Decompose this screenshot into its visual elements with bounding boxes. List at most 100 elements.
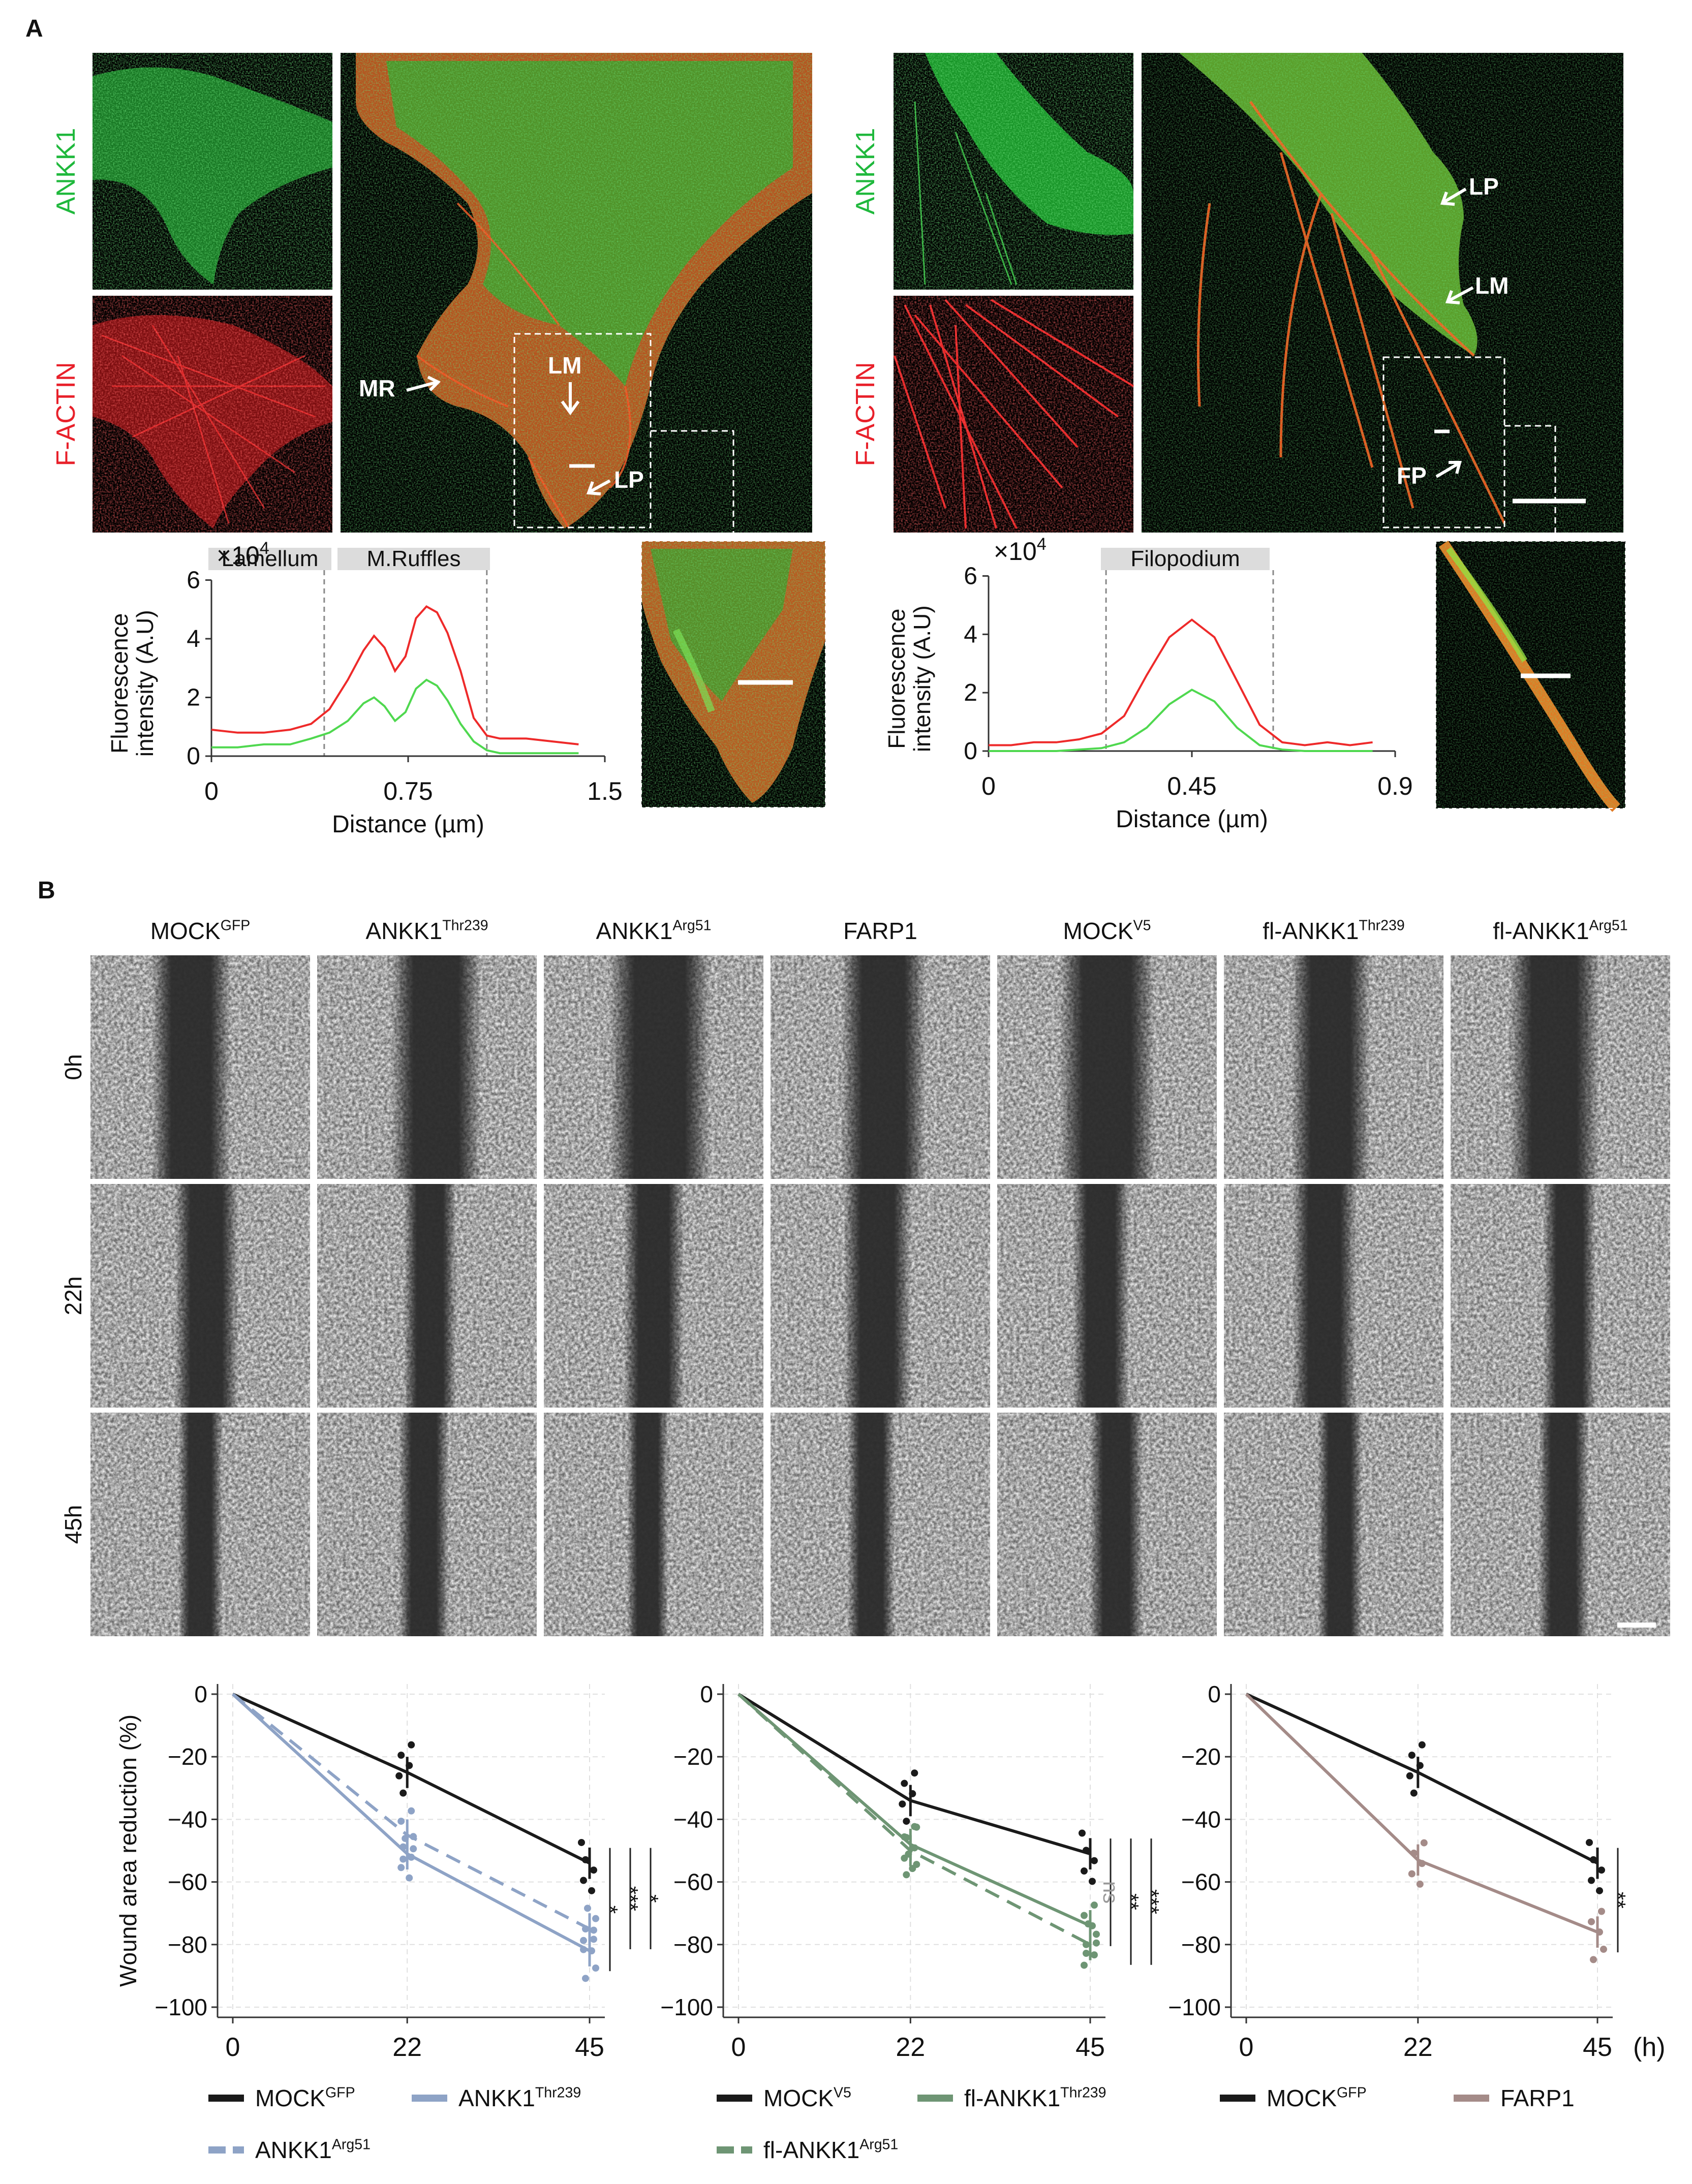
data-point — [1410, 1849, 1418, 1857]
wound-gap — [1059, 955, 1155, 1179]
data-point — [903, 1818, 910, 1825]
data-point — [580, 1946, 587, 1953]
y-tick-label: 2 — [964, 679, 977, 706]
left-inset-image — [641, 541, 825, 807]
significance-label: ** — [1606, 1892, 1630, 1909]
data-point — [582, 1856, 589, 1863]
region-box-filopodium — [1101, 548, 1270, 570]
wound-gap — [174, 1184, 238, 1408]
right-ankk1-label: ANKK1 — [851, 128, 880, 215]
y-tick-label: −40 — [673, 1806, 713, 1832]
right-factin-image — [894, 296, 1134, 533]
y-tick-label: 4 — [964, 621, 977, 648]
data-point — [1408, 1752, 1416, 1759]
column-header: FARP1 — [843, 918, 917, 944]
data-point — [580, 1877, 587, 1884]
x-tick-label: 0 — [981, 772, 996, 800]
series-line — [211, 678, 579, 755]
data-point — [1598, 1908, 1605, 1915]
y-tick-label: −100 — [1168, 1994, 1221, 2020]
data-point — [1091, 1951, 1098, 1959]
data-point — [582, 1975, 589, 1982]
data-point — [1600, 1946, 1607, 1953]
data-point — [582, 1925, 589, 1932]
chart-profile-right: 0 2 4 6 0 0.45 0.9 ×104 Distance (µm) Fluorescenc… — [883, 535, 1413, 833]
significance-label: *** — [1140, 1889, 1163, 1914]
x-axis-label: Distance (µm) — [332, 811, 484, 838]
data-point — [911, 1844, 918, 1852]
data-point — [909, 1790, 916, 1797]
series-line — [1245, 1693, 1598, 1933]
arrow-icon — [586, 479, 611, 495]
left-factin-label: F-ACTIN — [51, 362, 81, 466]
data-point — [408, 1741, 415, 1749]
y-tick-label: −80 — [168, 1931, 207, 1958]
left-merged-image — [341, 53, 812, 533]
left-annot-lm: LM — [548, 352, 581, 379]
x-tick-label: 1.5 — [587, 777, 623, 805]
left-annot-lp: LP — [614, 466, 644, 493]
wound-gap — [1317, 1413, 1362, 1636]
data-point — [1093, 1930, 1100, 1938]
wound-gap — [1090, 1413, 1143, 1636]
data-point — [1598, 1866, 1605, 1874]
wound-gap — [1539, 1413, 1588, 1636]
chart-profile-left: 0 2 4 6 0 0.75 1.5 ×104 Distance (µm) Fluorescenc… — [106, 539, 623, 838]
wound-gap — [1543, 1184, 1596, 1408]
right-annot-fp: FP — [1397, 462, 1427, 489]
significance-label: * — [598, 1906, 622, 1914]
data-point — [402, 1834, 409, 1842]
region-box-mruffles — [337, 548, 490, 570]
arrow-icon — [1435, 461, 1462, 478]
legend-label: fl-ANKK1Arg51 — [763, 2137, 898, 2163]
data-point — [1586, 1838, 1593, 1846]
data-point — [408, 1853, 415, 1861]
x-tick-label: 0 — [731, 2033, 746, 2062]
arrow-icon — [1445, 286, 1474, 304]
arrow-icon — [561, 382, 580, 416]
legend-label: MOCKGFP — [1267, 2085, 1367, 2111]
data-point — [1590, 1956, 1597, 1963]
data-point — [903, 1871, 910, 1879]
x-tick-label: 0.45 — [1167, 772, 1216, 800]
wound-gap — [1510, 955, 1599, 1179]
left-ankk1-image — [93, 53, 332, 290]
y-axis-label: Fluorescence — [106, 613, 133, 754]
x-tick-label: 0 — [1239, 2033, 1254, 2062]
left-factin-image — [93, 296, 332, 533]
y-tick-label: 4 — [187, 626, 200, 652]
right-ankk1-image — [894, 53, 1133, 290]
row-label: 22h — [60, 1276, 86, 1316]
x-tick-label: 22 — [1403, 2033, 1433, 2062]
data-point — [1083, 1950, 1090, 1957]
left-annot-mr: MR — [359, 375, 395, 401]
left-inset-border — [641, 541, 826, 808]
wound-image-grid: MOCKGFP ANKK1Thr239 ANKK1Arg51 FARP1 MOCKV5 f… — [60, 918, 1670, 1636]
data-point — [588, 1887, 595, 1894]
x-tick-label: 22 — [392, 2033, 422, 2062]
y-tick-label: −60 — [168, 1869, 207, 1895]
y-tick-label: 0 — [187, 743, 200, 770]
column-header: fl-ANKK1Thr239 — [1263, 918, 1405, 944]
legend-label: FARP1 — [1500, 2085, 1575, 2111]
data-point — [578, 1838, 585, 1846]
data-point — [901, 1833, 908, 1840]
x-tick-label: 0.9 — [1377, 772, 1413, 800]
wound-gap — [391, 955, 481, 1179]
y-tick-label: −20 — [673, 1743, 713, 1770]
legend-label: fl-ANKK1Thr239 — [964, 2085, 1106, 2111]
right-inset-border — [1435, 541, 1626, 809]
y-tick-label: 0 — [964, 738, 977, 765]
y-axis-label: Wound area reduction (%) — [115, 1714, 141, 1987]
legend-label: MOCKV5 — [763, 2085, 851, 2111]
legend-label: ANKK1Thr239 — [458, 2085, 581, 2111]
data-point — [1408, 1870, 1416, 1878]
wound-gap — [1291, 955, 1370, 1179]
data-point — [1079, 1829, 1086, 1837]
data-point — [397, 1818, 405, 1825]
y-multiplier: ×104 — [994, 535, 1047, 566]
data-point — [1081, 1961, 1088, 1969]
x-unit-label: (h) — [1633, 2033, 1666, 2062]
data-point — [1420, 1839, 1428, 1847]
series-line — [211, 605, 579, 745]
